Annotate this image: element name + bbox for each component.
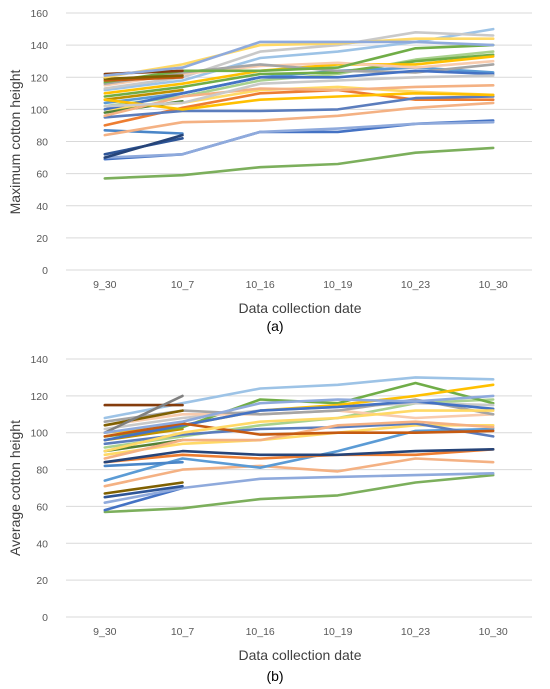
avg-height-series-line-27 [103,409,495,453]
max-height-x-tick-label: 10_19 [323,279,352,291]
max-height-series-line-25 [103,40,495,77]
avg-height-series-line-29 [103,447,495,464]
max-height-series-line-8 [103,95,495,119]
avg-height-series-line-24 [103,400,495,442]
avg-height-x-tick-label: 10_23 [401,626,430,638]
avg-height-series-line-26 [103,422,495,438]
max-height-series-lines [103,27,495,180]
avg-height-series-line-3 [103,471,495,505]
max-height-panel-label: (a) [266,318,283,334]
avg-height-series-lines [103,376,495,514]
max-height-chart: 0 20 40 60 80 100 120 140 160 9_30 10_7 10_16 10_19… [7,8,532,334]
max-height-y-axis-title: Maximum cotton height [7,70,23,215]
max-height-series-line-23 [103,74,184,81]
avg-height-x-tick-label: 9_30 [93,626,117,638]
avg-height-y-ticks: 0 20 40 60 80 100 120 140 [30,354,48,624]
max-height-series-line-6 [103,101,495,137]
max-height-x-tick-label: 10_16 [246,279,275,291]
avg-height-y-tick-label: 120 [30,391,48,403]
max-height-series-line-14 [103,53,495,98]
max-height-y-tick-label: 100 [30,104,48,116]
avg-height-series-line-6 [103,457,495,488]
avg-height-series-line-23 [103,394,184,435]
avg-height-panel-label: (b) [266,668,283,684]
max-height-series-line-21 [103,76,184,82]
max-height-series-line-3 [103,120,495,159]
max-height-series-line-7 [103,88,495,127]
avg-height-series-line-9 [103,447,495,464]
avg-height-x-tick-label: 10_30 [479,626,508,638]
avg-height-x-tick-label: 10_19 [323,626,352,638]
avg-height-series-line-22 [103,409,184,427]
avg-height-series-line-8 [103,460,184,468]
max-height-series-line-27 [103,84,495,118]
max-height-series-line-5 [103,129,184,135]
avg-height-y-tick-label: 40 [36,538,48,550]
max-height-y-tick-label: 80 [36,137,48,149]
avg-height-y-tick-label: 100 [30,428,48,440]
avg-height-y-tick-label: 140 [30,354,48,366]
avg-height-series-line-4 [103,484,184,499]
max-height-x-ticks: 9_30 10_7 10_16 10_19 10_23 10_30 [93,279,508,291]
max-height-x-axis-title: Data collection date [239,300,362,316]
max-height-series-line-13 [103,88,184,101]
avg-height-series-line-1 [103,473,495,514]
max-height-y-ticks: 0 20 40 60 80 100 120 140 160 [30,8,48,277]
max-height-y-tick-label: 160 [30,8,48,20]
max-height-series-line-26 [103,69,495,111]
avg-height-chart: 0 20 40 60 80 100 120 140 9_30 10_7 10_16 10_19 10_… [7,354,532,684]
max-height-y-tick-label: 120 [30,72,48,84]
avg-height-x-tick-label: 10_16 [246,626,275,638]
avg-height-y-tick-label: 80 [36,465,48,477]
max-height-y-tick-label: 140 [30,40,48,52]
max-height-series-line-24 [103,37,495,79]
max-height-y-tick-label: 0 [42,265,48,277]
avg-height-series-line-28 [103,394,495,435]
max-height-series-line-29 [103,74,495,108]
max-height-x-tick-label: 9_30 [93,279,117,291]
avg-height-y-tick-label: 0 [42,612,48,624]
avg-height-x-tick-label: 10_7 [171,626,195,638]
max-height-y-tick-label: 40 [36,201,48,213]
avg-height-x-axis-title: Data collection date [239,647,362,663]
max-height-series-line-17 [103,30,495,90]
max-height-y-tick-label: 60 [36,169,48,181]
max-height-series-line-28 [103,92,495,111]
max-height-y-tick-label: 20 [36,233,48,245]
max-height-series-line-1 [103,146,495,180]
avg-height-y-axis-title: Average cotton height [7,420,23,556]
avg-height-series-line-5 [103,481,184,495]
max-height-gridlines [66,12,532,271]
max-height-x-tick-label: 10_7 [171,279,195,291]
max-height-series-line-30 [103,133,184,159]
avg-height-y-tick-label: 20 [36,575,48,587]
max-height-series-line-20 [103,43,495,84]
max-height-x-tick-label: 10_30 [479,279,508,291]
max-height-x-tick-label: 10_23 [401,279,430,291]
avg-height-y-tick-label: 60 [36,501,48,513]
avg-height-x-ticks: 9_30 10_7 10_16 10_19 10_23 10_30 [93,626,508,638]
